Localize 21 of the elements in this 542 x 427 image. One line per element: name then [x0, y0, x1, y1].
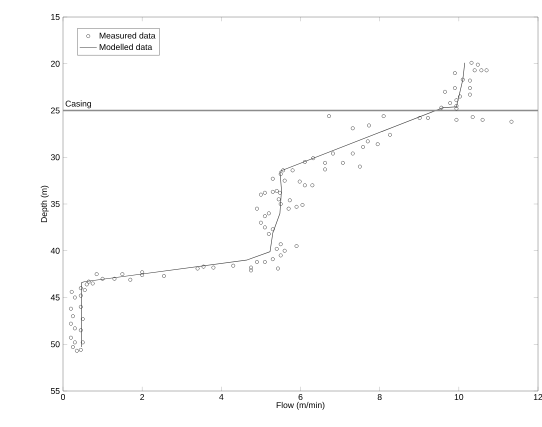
- y-tick-label: 50: [50, 341, 60, 348]
- x-tick-label: 6: [298, 394, 302, 400]
- x-tick-label: 8: [378, 394, 382, 400]
- legend-label: Modelled data: [100, 44, 152, 50]
- y-tick-label: 35: [50, 201, 60, 207]
- x-tick-label: 12: [534, 394, 542, 400]
- y-tick-label: 20: [50, 60, 60, 67]
- y-axis-title: Depth (m): [40, 186, 49, 222]
- y-tick-label: 15: [51, 14, 60, 20]
- x-tick-label: 4: [219, 394, 224, 400]
- ref-line-label: Casing: [66, 100, 92, 108]
- y-tick-label: 30: [50, 154, 60, 160]
- y-tick-label: 25: [50, 108, 60, 114]
- x-tick-label: 10: [454, 394, 464, 400]
- x-axis-title: Flow (m/min): [276, 402, 324, 410]
- y-tick-label: 45: [50, 294, 60, 300]
- y-tick-label: 55: [50, 388, 60, 394]
- legend-label: Measured data: [100, 32, 156, 39]
- x-tick-label: 2: [140, 394, 144, 400]
- y-tick-label: 40: [50, 248, 60, 254]
- x-tick-label: 0: [60, 394, 66, 400]
